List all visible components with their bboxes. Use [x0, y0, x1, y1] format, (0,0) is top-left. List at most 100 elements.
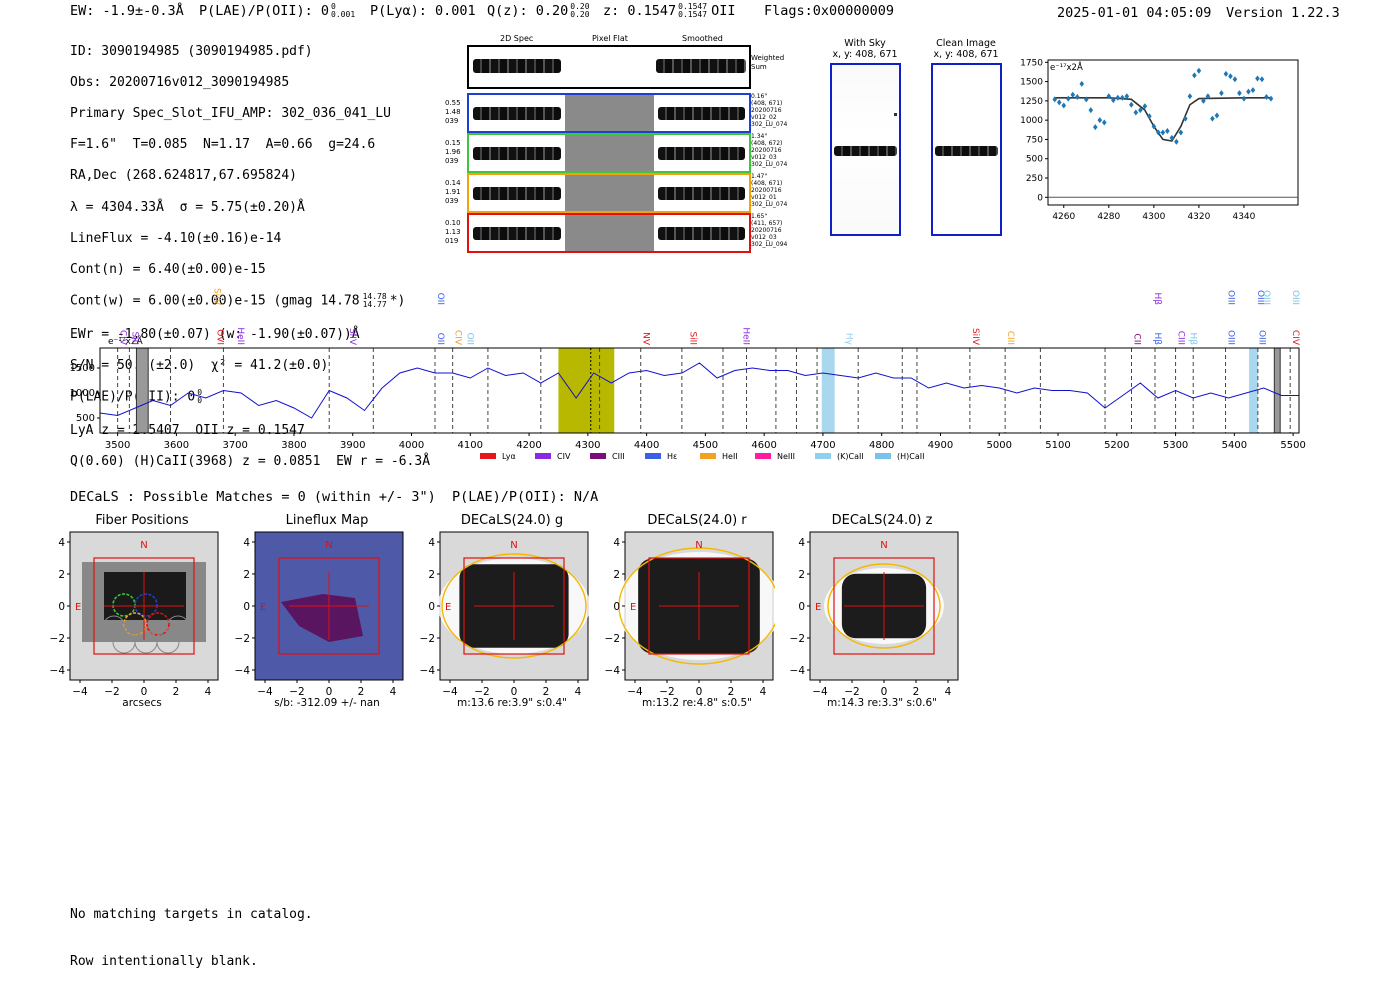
info-fiber: F=1.6" T=0.085 N=1.17 A=0.66 g=24.6 [70, 137, 376, 153]
line-id-label: OIII [1290, 290, 1300, 305]
xtick-label: 4300 [575, 440, 600, 451]
legend-swatch [875, 453, 891, 459]
fit-data-point [1070, 91, 1076, 98]
compass-north: N [695, 540, 702, 551]
ytick-label: 2 [428, 569, 435, 581]
spec2d-row-stats: 0.14 1.91 039 [445, 179, 461, 205]
header-ew: EW: -1.9±-0.3Å [70, 3, 184, 19]
info-radec: RA,Dec (268.624817,67.695824) [70, 168, 297, 184]
fiber-circle [166, 615, 190, 639]
cutout-caption: m:13.6 re:3.9" s:0.4" [457, 697, 567, 709]
ytick-label: 250 [1026, 174, 1043, 184]
full-spectrum-chart: 1500 1000 500 3500 3600 3700 3800 3900 4000 4100 4… [70, 288, 1306, 461]
fit-data-point [1246, 88, 1251, 95]
fit-data-point [1129, 101, 1134, 108]
xtick-label: 4340 [1232, 212, 1255, 222]
legend-swatch [480, 453, 496, 459]
xtick-label: −4 [72, 686, 88, 698]
weighted-sum-label: Weighted Sum [751, 54, 785, 71]
info-block: ID: 3090194985 (3090194985.pdf) Obs: 202… [70, 28, 430, 485]
legend-swatch [755, 453, 771, 459]
spec2d-panel: 2D Spec Pixel Flat Smoothed Weighted Sum… [445, 30, 795, 260]
line-id-label: OII [435, 293, 445, 305]
xtick-label: 0 [141, 686, 148, 698]
aperture-box [648, 557, 750, 655]
fit-ellipse [618, 547, 775, 665]
fit-data-point [1074, 94, 1080, 101]
xtick-label: 3600 [164, 440, 189, 451]
source-core [104, 572, 186, 620]
decals-header: DECaLS : Possible Matches = 0 (within +/… [70, 489, 599, 505]
fit-data-point [1210, 115, 1215, 122]
spectrum-ylabel: e⁻¹⁷x2Å [108, 335, 144, 347]
fit-data-point [1183, 115, 1188, 122]
cutout-title: Fiber Positions [95, 513, 189, 528]
header-plya: P(Lyα): 0.001 [370, 3, 476, 19]
xtick-label: −4 [257, 686, 273, 698]
compass-north: N [510, 540, 517, 551]
xtick-label: 5100 [1045, 440, 1070, 451]
pixel-flat [565, 135, 654, 171]
xtick-label: 4600 [751, 440, 776, 451]
xtick-label: 4900 [928, 440, 953, 451]
ytick-label: 1500 [70, 363, 95, 374]
cutout-image: N E 4 2 0 −2 −4 −4 −2 0 2 4 [50, 531, 219, 698]
ytick-label: 1000 [70, 388, 95, 399]
aperture-box [463, 557, 565, 655]
xtick-label: −2 [474, 686, 489, 698]
cutout-title: DECaLS(24.0) r [647, 513, 747, 528]
fit-data-point [1250, 87, 1256, 94]
xtick-label: 0 [696, 686, 703, 698]
header-version: Version 1.22.3 [1226, 5, 1340, 21]
info-lambda: λ = 4304.33Å σ = 5.75(±0.20)Å [70, 199, 305, 215]
compass-east: E [815, 602, 821, 613]
ytick-label: 4 [58, 537, 65, 549]
ytick-label: 2 [243, 569, 250, 581]
ytick-label: 500 [1026, 155, 1043, 165]
fiber-circle [146, 612, 170, 636]
line-id-label: SiII [688, 331, 698, 345]
fit-data-point [1228, 73, 1233, 80]
ytick-label: 4 [613, 537, 620, 549]
xtick-label: −4 [812, 686, 828, 698]
xtick-label: 5200 [1104, 440, 1129, 451]
ytick-label: −2 [50, 633, 65, 645]
xtick-label: 4400 [634, 440, 659, 451]
ytick-label: 1500 [1020, 78, 1043, 88]
line-id-label: Hβ [1152, 292, 1162, 305]
header-flags: Flags:0x00000009 [764, 3, 895, 19]
fit-data-point [1174, 138, 1179, 145]
fiber-circle [102, 615, 126, 639]
spec2d-row [467, 93, 751, 133]
xtick-label: −4 [442, 686, 458, 698]
spec2d-row-stats: 0.10 1.13 019 [445, 219, 461, 245]
cutout-title: DECaLS(24.0) z [831, 513, 933, 528]
weighted-sum-strip [467, 45, 751, 89]
xtick-label: −2 [659, 686, 674, 698]
fit-data-point [1083, 96, 1089, 103]
xtick-label: 0 [881, 686, 888, 698]
spec2d-row [467, 173, 751, 213]
fit-data-point [1196, 67, 1202, 74]
xtick-label: 3500 [105, 440, 130, 451]
line-id-label: CIII [1176, 331, 1186, 345]
xtick-label: 2 [358, 686, 365, 698]
fit-ylabel: e⁻¹⁷x2Å [1050, 61, 1083, 73]
line-id-label: CIV [118, 330, 128, 346]
spec2d-row-meta: 1.34" (408, 672) 20200716 v012_03 302_LU_074 [751, 133, 788, 168]
fit-data-point [1156, 129, 1161, 136]
fit-data-point [1241, 95, 1247, 102]
xtick-label: 4280 [1097, 212, 1120, 222]
fit-data-point [1092, 124, 1098, 131]
line-id-label: OIII [1261, 290, 1271, 305]
header-z: z: 0.1547 0.1547 0.1547 OII [603, 2, 736, 20]
line-id-label: OII [435, 333, 445, 345]
ytick-label: 0 [428, 601, 435, 613]
spec2d-row [467, 133, 751, 173]
legend-label: NeIII [777, 452, 795, 461]
xtick-label: 5300 [1163, 440, 1188, 451]
ytick-label: −4 [605, 665, 621, 677]
legend-label: Lyα [502, 452, 516, 461]
fit-ellipse [441, 553, 587, 659]
xtick-label: 5500 [1280, 440, 1305, 451]
